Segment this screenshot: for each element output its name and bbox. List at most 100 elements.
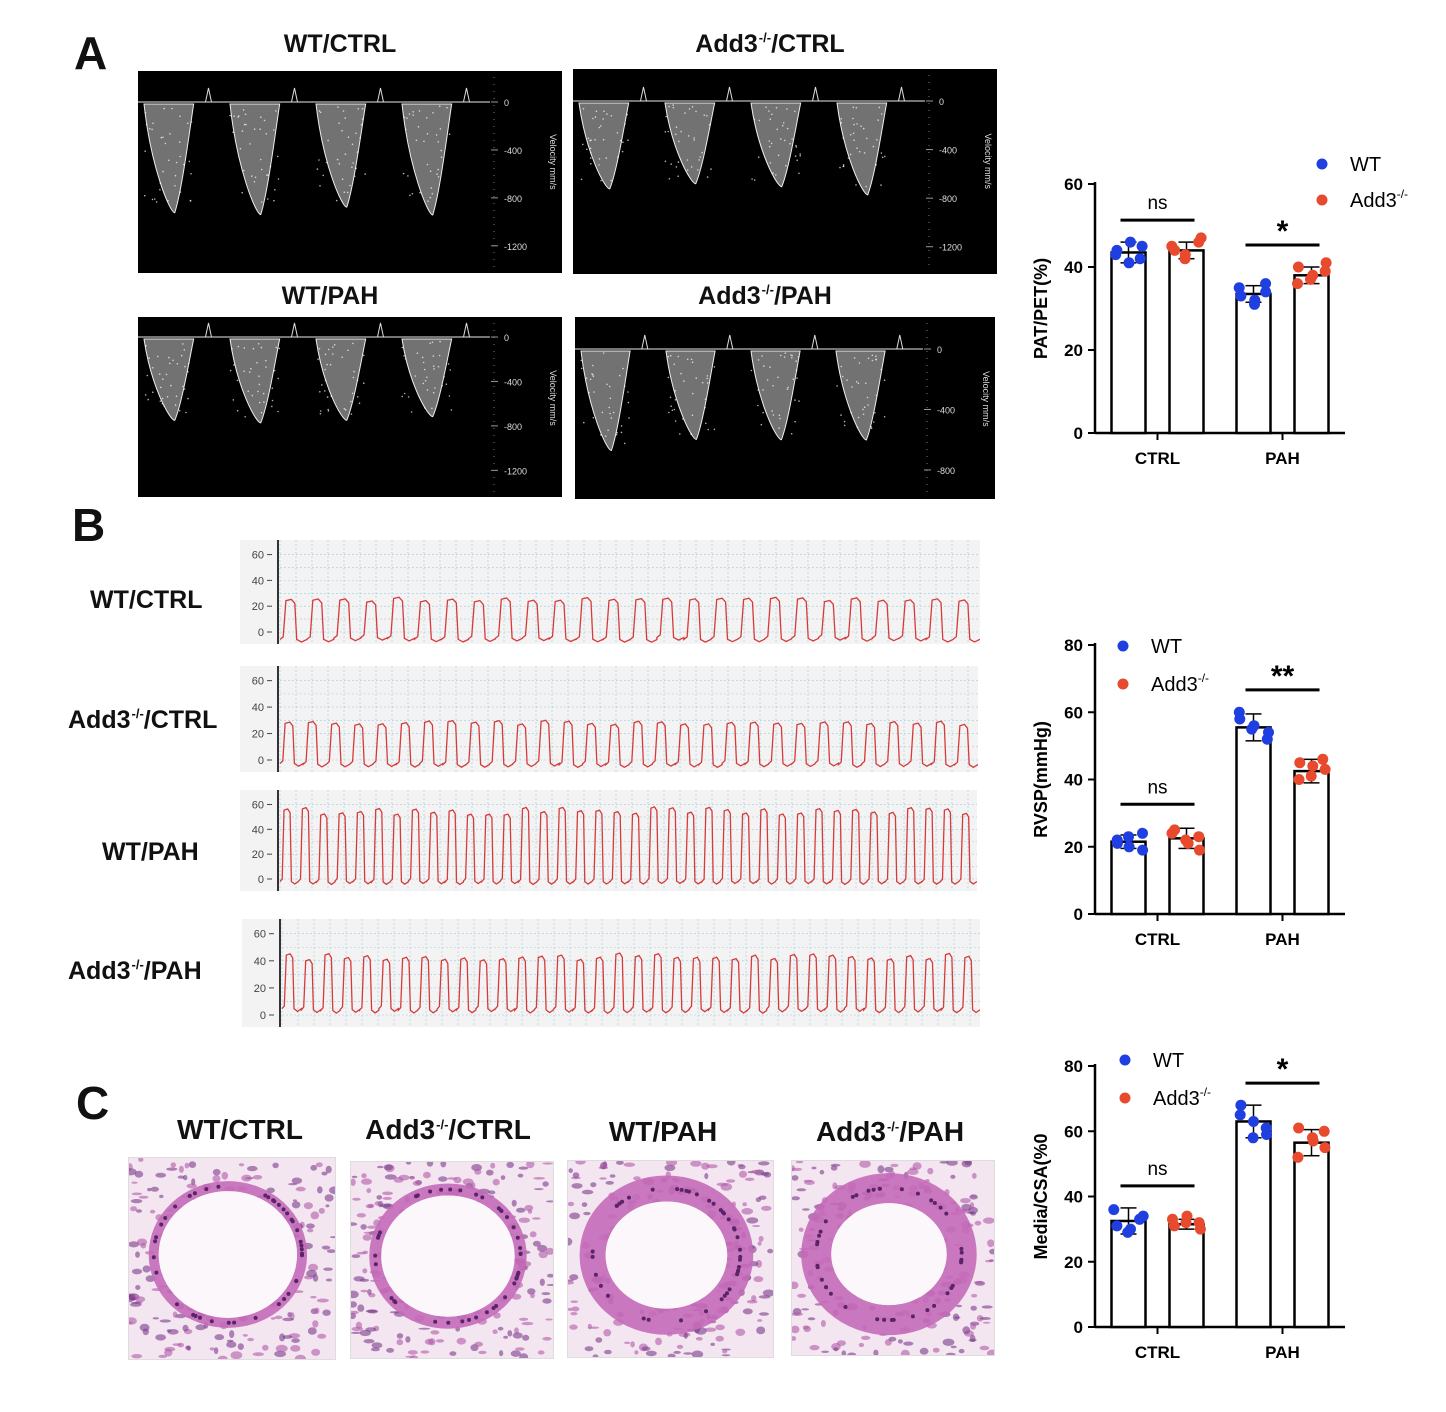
data-point [1248, 1116, 1259, 1127]
doppler-speckle [144, 150, 146, 152]
doppler-speckle [332, 353, 334, 355]
wall-nucleus [151, 1255, 156, 1260]
doppler-speckle [448, 133, 451, 135]
wall-nucleus [598, 1283, 603, 1288]
doppler-speckle [697, 169, 699, 171]
nucleus [492, 1178, 500, 1186]
doppler-speckle [592, 416, 595, 419]
wall-nucleus [694, 1192, 699, 1197]
doppler-speckle [434, 387, 436, 389]
nucleus [516, 1207, 526, 1213]
y-tick-label: 20 [1064, 1253, 1083, 1272]
nucleus [230, 1351, 243, 1359]
doppler-speckle [852, 117, 854, 120]
doppler-speckle [443, 376, 445, 378]
wall-nucleus [446, 1320, 451, 1325]
nucleus [367, 1225, 377, 1229]
nucleus [178, 1165, 184, 1173]
doppler-axis-label: Velocity mm/s [981, 371, 991, 427]
wall-nucleus [823, 1219, 828, 1224]
doppler-speckle [763, 365, 765, 367]
doppler-speckle [762, 411, 764, 414]
nucleus [291, 1338, 300, 1343]
nucleus [367, 1203, 375, 1208]
data-point [1137, 844, 1149, 856]
doppler-speckle [338, 162, 341, 165]
nucleus [726, 1161, 736, 1166]
doppler-waveform [315, 338, 367, 421]
doppler-speckle [713, 366, 716, 368]
nucleus [537, 1244, 548, 1252]
doppler-speckle [402, 172, 405, 175]
wall-nucleus [817, 1233, 822, 1238]
nucleus [568, 1307, 573, 1311]
data-point [1111, 1220, 1123, 1232]
doppler-speckle [621, 150, 624, 153]
doppler-speckle [769, 162, 772, 164]
doppler-speckle [783, 356, 786, 358]
wall-nucleus [850, 1194, 855, 1199]
nucleus [492, 1329, 498, 1334]
doppler-speckle [677, 161, 680, 163]
doppler-speckle [274, 189, 276, 191]
doppler-tick-label: 0 [504, 98, 509, 108]
histology-add3-ctrl [350, 1161, 554, 1359]
wall-nucleus [815, 1263, 820, 1268]
nucleus [329, 1236, 335, 1239]
nucleus [307, 1228, 314, 1233]
doppler-speckle [772, 414, 775, 416]
significance-label: ns [1147, 193, 1167, 214]
nucleus [792, 1325, 800, 1334]
nucleus [811, 1166, 817, 1170]
wall-nucleus [679, 1187, 684, 1192]
doppler-speckle [674, 133, 677, 136]
doppler-speckle [682, 418, 684, 420]
doppler-wt-ctrl: 0 -400 -800 -1200 Velocity mm/s [138, 71, 562, 273]
data-point [1292, 1151, 1304, 1163]
doppler-speckle [361, 118, 364, 120]
nucleus [135, 1251, 140, 1258]
doppler-speckle [790, 354, 792, 356]
nucleus [861, 1335, 871, 1340]
doppler-speckle [610, 115, 613, 117]
nucleus [751, 1295, 757, 1302]
doppler-speckle [317, 358, 319, 360]
nucleus [739, 1170, 747, 1178]
y-tick-label: 80 [1064, 636, 1083, 655]
wall-nucleus [871, 1187, 876, 1192]
nucleus [262, 1344, 269, 1351]
doppler-speckle [426, 117, 428, 119]
nucleus [292, 1199, 297, 1202]
pressure-waveform [279, 806, 977, 886]
doppler-speckle [407, 396, 410, 398]
doppler-speckle [188, 362, 190, 365]
data-point [1305, 770, 1317, 782]
nucleus [946, 1161, 958, 1166]
trace-tick-label: 0 [258, 874, 264, 886]
data-point [1263, 726, 1274, 738]
doppler-speckle [277, 178, 280, 180]
data-point [1319, 265, 1331, 277]
wall-nucleus [154, 1270, 159, 1275]
doppler-speckle [585, 377, 588, 379]
data-point [1318, 1125, 1330, 1137]
nucleus [396, 1339, 404, 1346]
doppler-speckle [265, 133, 268, 135]
nucleus [519, 1353, 529, 1358]
nucleus [970, 1323, 977, 1330]
doppler-speckle [341, 356, 343, 358]
doppler-speckle [437, 168, 440, 171]
nucleus [802, 1208, 810, 1211]
wall-nucleus [590, 1249, 595, 1254]
legend-label: Add3-/- [1151, 671, 1209, 696]
significance-label: ** [1271, 660, 1295, 693]
doppler-speckle [273, 369, 276, 372]
doppler-speckle [319, 111, 322, 114]
nucleus [755, 1260, 762, 1268]
data-point [1307, 269, 1319, 281]
nucleus [370, 1347, 380, 1352]
doppler-speckle [786, 388, 789, 390]
nucleus [291, 1177, 303, 1184]
nucleus [667, 1353, 676, 1357]
nucleus [515, 1347, 525, 1351]
